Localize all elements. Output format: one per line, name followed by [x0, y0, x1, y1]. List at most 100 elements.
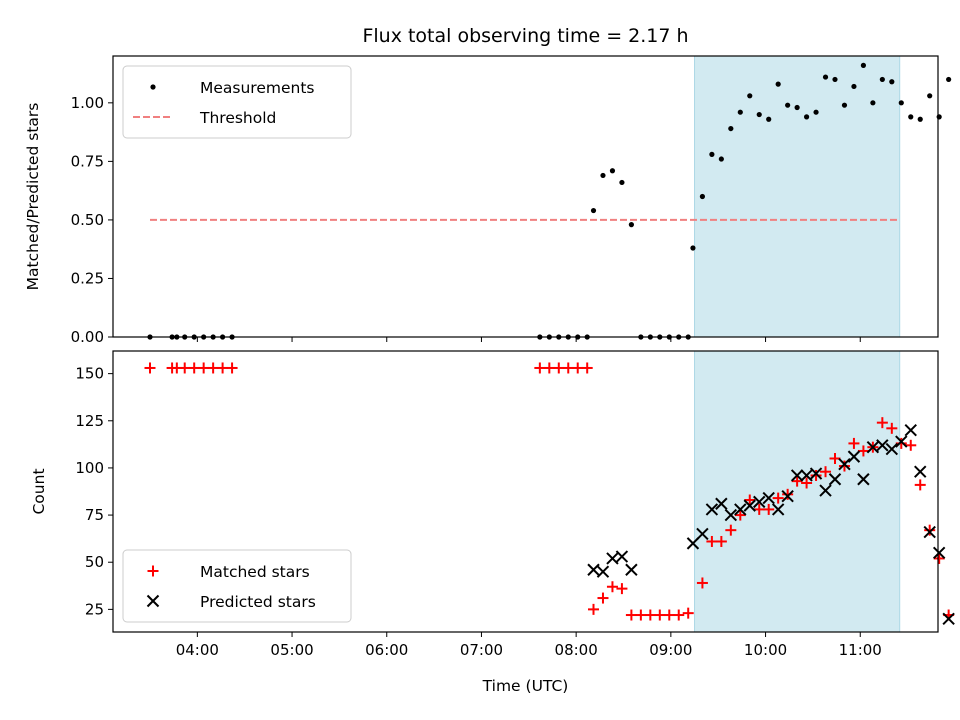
bottom-predicted-stars-point	[696, 527, 709, 541]
bottom-matched-stars-point	[543, 362, 555, 374]
bottom-matched-stars-point	[763, 503, 775, 515]
top-panel: 0.00 0.25 0.50 0.75 1.00 Measurements Threshol…	[71, 55, 952, 346]
bottom-matched-stars-point	[616, 583, 628, 595]
top-measurements-point	[813, 109, 819, 115]
top-measurements-point	[609, 168, 616, 174]
top-measurements-point	[851, 83, 857, 90]
bottom-matched-stars-point	[207, 362, 219, 374]
bottom-matched-stars-point	[886, 422, 898, 434]
bottom-matched-stars-point	[829, 452, 841, 464]
top-measurements-point	[690, 245, 696, 251]
bottom-y-tick-label: 50	[85, 553, 104, 571]
top-legend-label: Threshold	[199, 109, 276, 127]
top-measurements-point	[936, 114, 942, 120]
bottom-legend: Matched stars Predicted stars	[122, 549, 352, 623]
bottom-axes-frame	[112, 350, 939, 633]
top-measurements-point	[709, 151, 715, 157]
bottom-matched-stars-point	[791, 475, 803, 487]
top-measurements-point	[832, 76, 838, 83]
top-measurements-point	[590, 207, 597, 214]
top-measurements-point	[718, 156, 724, 162]
top-legend-label: Measurements	[200, 79, 315, 97]
bottom-matched-stars-point	[663, 609, 675, 621]
bottom-panel: 25 50 75 100 125 150 04:00 05:00 06:00 07:00 08:00…	[75, 350, 955, 659]
x-tick-label: 09:00	[649, 641, 692, 659]
bottom-matched-stars-point	[744, 494, 756, 506]
bottom-legend-label: Predicted stars	[200, 593, 316, 611]
x-tick-label: 08:00	[555, 641, 598, 659]
bottom-matched-stars-point	[226, 362, 238, 374]
top-measurements-point	[775, 81, 781, 87]
bottom-matched-stars-point	[857, 445, 869, 457]
top-legend-box	[122, 65, 352, 139]
bottom-predicted-stars-point	[686, 537, 700, 550]
bottom-predicted-stars-point	[587, 563, 600, 576]
bottom-matched-stars-point	[801, 477, 813, 489]
bottom-legend-label: Matched stars	[200, 563, 310, 581]
top-measurements-point	[908, 114, 914, 120]
bottom-matched-stars-point	[848, 437, 860, 449]
bottom-predicted-stars-point	[809, 467, 823, 480]
top-measurements-point	[747, 93, 753, 99]
bottom-predicted-stars-point	[715, 497, 728, 510]
top-measurements-point	[927, 93, 933, 99]
bottom-matched-stars-point	[782, 488, 794, 500]
bottom-predicted-stars-point	[819, 484, 832, 497]
bottom-matched-stars-point	[682, 607, 694, 619]
bottom-predicted-stars-point	[790, 469, 804, 482]
bottom-y-tick-label: 100	[75, 459, 104, 477]
top-y-tick-label: 0.50	[71, 211, 104, 229]
top-measurements-point	[756, 111, 762, 118]
bottom-matched-stars-point	[217, 362, 229, 374]
bottom-matched-stars-point	[588, 603, 600, 615]
top-y-tick-label: 0.75	[71, 152, 104, 170]
bottom-predicted-stars-point	[724, 508, 738, 522]
bottom-matched-stars-point	[772, 492, 784, 504]
bottom-predicted-stars-point	[876, 439, 889, 452]
bottom-matched-stars-point	[838, 460, 850, 472]
bottom-matched-stars-point	[581, 362, 593, 374]
top-measurements-point	[766, 116, 772, 122]
bottom-y-tick-label: 150	[75, 365, 104, 383]
bottom-predicted-stars-point	[914, 465, 927, 478]
top-legend: Measurements Threshold	[122, 65, 352, 139]
bottom-matched-stars-point	[635, 609, 647, 621]
x-tick-label: 05:00	[270, 641, 313, 659]
bottom-predicted-stars-point	[781, 490, 794, 503]
x-axis-label: Time (UTC)	[482, 677, 569, 695]
chart-title: Flux total observing time = 2.17 h	[362, 25, 688, 47]
top-measurements-point	[879, 76, 885, 83]
bottom-predicted-stars-point	[743, 499, 756, 512]
bottom-matched-stars-point	[924, 524, 936, 536]
x-tick-label: 04:00	[176, 641, 219, 659]
top-measurements-point	[803, 114, 810, 120]
top-measurements-point	[699, 193, 706, 200]
top-measurements-point	[794, 104, 800, 111]
bottom-predicted-stars-point	[771, 503, 785, 516]
bottom-matched-stars-point	[625, 609, 637, 621]
bottom-matched-stars-point	[876, 417, 888, 429]
bottom-y-tick-label: 25	[85, 600, 104, 618]
top-measurements-point	[841, 102, 848, 108]
top-y-tick-label: 0.00	[71, 328, 104, 346]
x-tick-label: 11:00	[839, 641, 882, 659]
bottom-predicted-stars-point	[734, 503, 747, 516]
x-tick-label: 10:00	[744, 641, 787, 659]
bottom-predicted-stars-point	[932, 546, 946, 559]
bottom-predicted-stars-point	[596, 565, 610, 578]
bottom-matched-stars-point	[562, 362, 574, 374]
top-measurements-point	[728, 125, 734, 132]
bottom-matched-stars-point	[706, 535, 718, 547]
bottom-matched-stars-point	[654, 609, 666, 621]
bottom-y-axis-label: Count	[30, 468, 48, 514]
bottom-y-tick-label: 75	[85, 506, 104, 524]
bottom-legend-marker	[146, 594, 160, 608]
bottom-y-tick-label: 125	[75, 412, 104, 430]
bottom-predicted-stars-point	[615, 550, 629, 563]
bottom-matched-stars-point	[696, 577, 708, 589]
bottom-matched-stars-point	[553, 362, 565, 374]
bottom-matched-stars-point	[895, 437, 907, 449]
top-highlight-region	[694, 55, 901, 338]
bottom-predicted-stars-point	[942, 612, 955, 626]
